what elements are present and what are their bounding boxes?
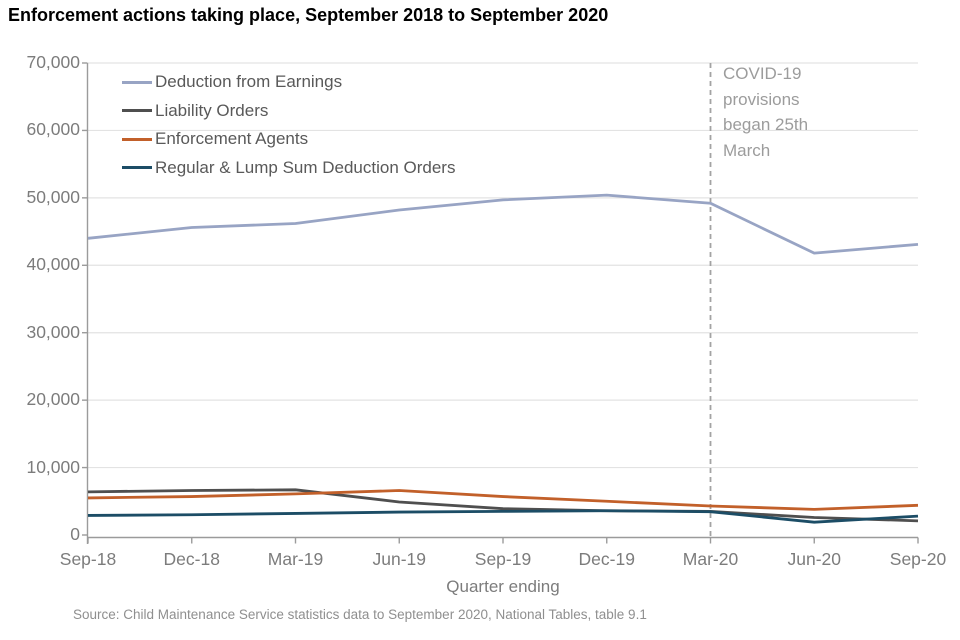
- y-tick-label: 10,000: [26, 456, 80, 477]
- legend-item-regular-lump-sum: Regular & Lump Sum Deduction Orders: [122, 154, 455, 183]
- source-note: Source: Child Maintenance Service statis…: [73, 607, 647, 622]
- legend-label: Deduction from Earnings: [155, 72, 343, 92]
- legend-swatch-liability-orders: [122, 109, 152, 113]
- x-tick-label: Dec-19: [578, 549, 635, 569]
- legend-item-deduction-from-earnings: Deduction from Earnings: [122, 68, 455, 97]
- legend-label: Regular & Lump Sum Deduction Orders: [155, 157, 456, 177]
- series-line-0: [87, 193, 919, 255]
- x-tick-label: Jun-20: [787, 549, 841, 569]
- covid-annotation: COVID-19 provisions began 25th March: [723, 64, 809, 160]
- x-tick-label: Mar-19: [267, 549, 324, 569]
- legend-swatch-deduction-from-earnings: [122, 80, 152, 84]
- x-tick-label: Sep-18: [59, 549, 117, 569]
- legend: Deduction from Earnings Liability Orders…: [122, 68, 455, 182]
- y-tick-label: 30,000: [26, 321, 80, 342]
- series-line-3: [87, 509, 919, 524]
- legend-swatch-enforcement-agents: [122, 137, 152, 141]
- x-tick-label: Dec-18: [163, 549, 220, 569]
- x-tick-label: Jun-19: [372, 549, 426, 569]
- legend-item-liability-orders: Liability Orders: [122, 97, 455, 126]
- x-tick-label: Sep-19: [474, 549, 532, 569]
- y-tick-label: 60,000: [26, 119, 80, 140]
- chart-title: Enforcement actions taking place, Septem…: [8, 5, 609, 25]
- series-line-2: [87, 489, 919, 511]
- legend-label: Liability Orders: [155, 100, 269, 120]
- x-tick-label: Mar-20: [682, 549, 739, 569]
- y-tick-label: 40,000: [26, 254, 80, 275]
- y-tick-label: 70,000: [26, 52, 80, 72]
- legend-item-enforcement-agents: Enforcement Agents: [122, 125, 455, 154]
- y-tick-label: 20,000: [26, 389, 80, 410]
- x-axis-title: Quarter ending: [446, 577, 560, 596]
- legend-label: Enforcement Agents: [155, 129, 309, 149]
- series-line-1: [87, 488, 919, 523]
- x-tick-label: Sep-20: [889, 549, 947, 569]
- y-tick-label: 0: [70, 524, 80, 544]
- y-tick-label: 50,000: [26, 186, 80, 207]
- legend-swatch-regular-lump-sum: [122, 166, 152, 170]
